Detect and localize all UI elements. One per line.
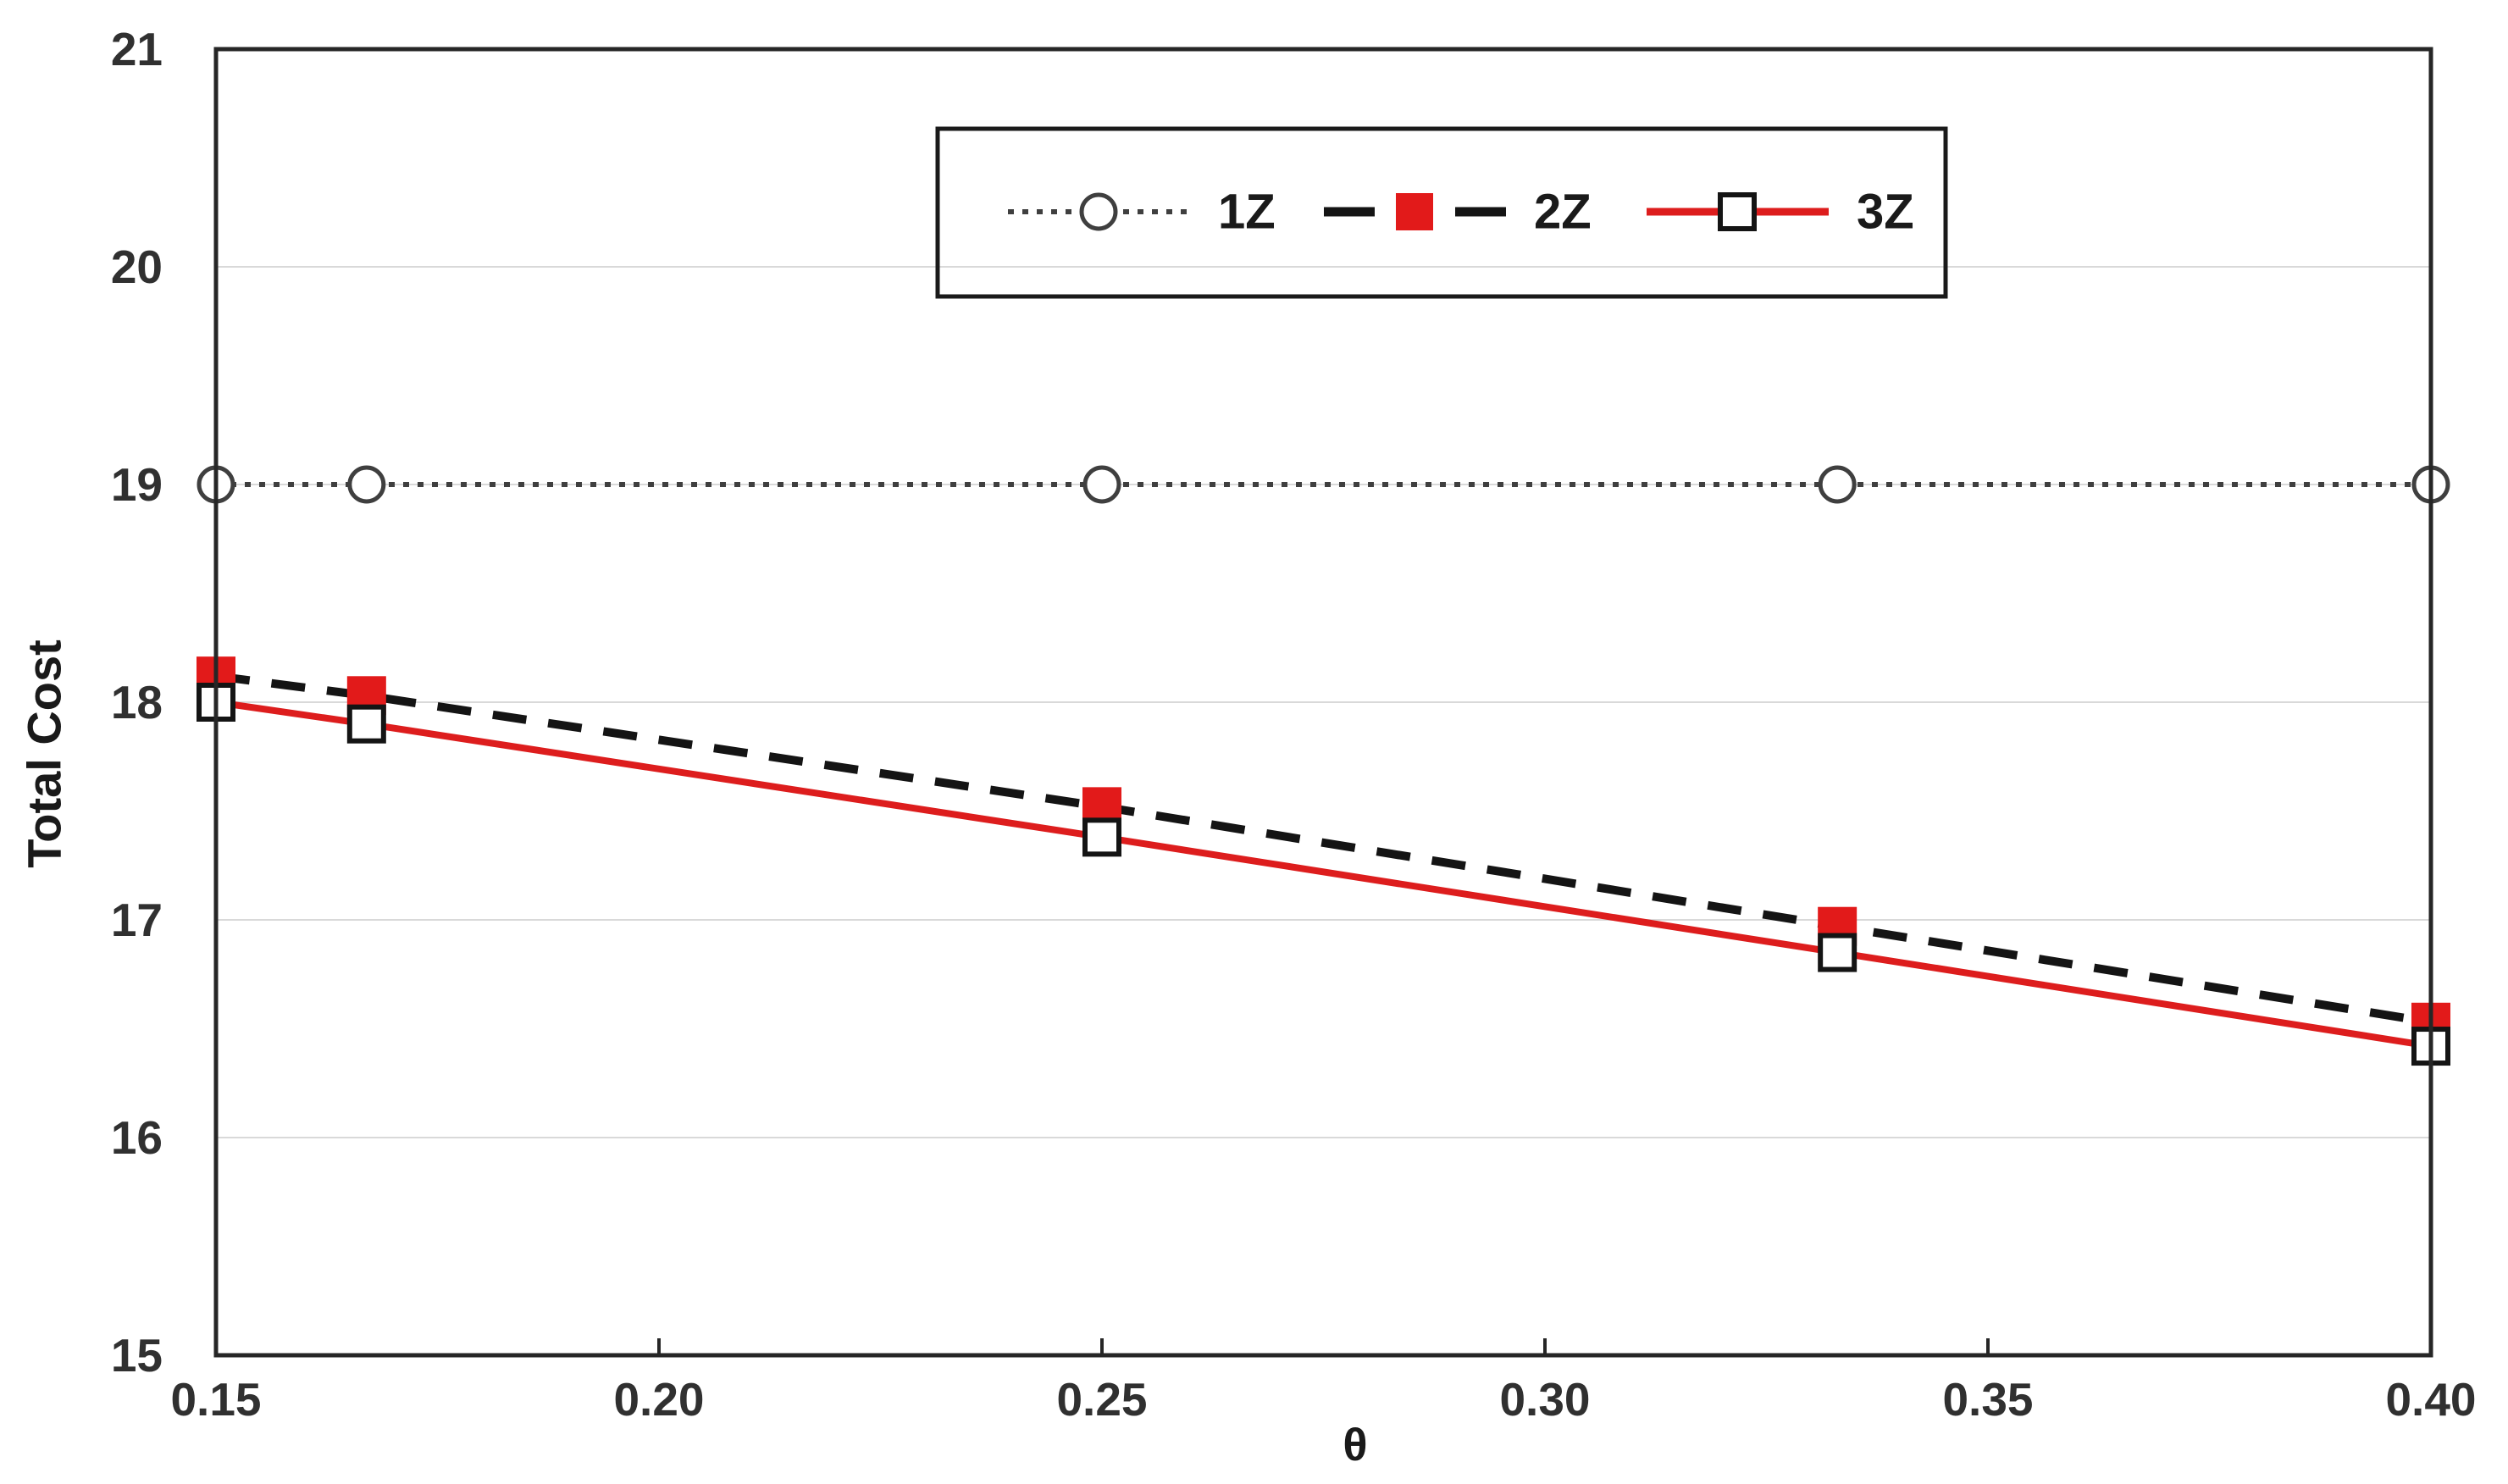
- y-tick-label: 20: [111, 241, 163, 293]
- legend-marker-1Z: [1079, 192, 1118, 231]
- x-tick-label: 0.30: [1499, 1373, 1590, 1426]
- data-point-marker-1Z: [1082, 465, 1121, 504]
- y-tick-label: 19: [111, 458, 163, 511]
- plot-frame: [213, 47, 2433, 1358]
- x-tick-label: 0.20: [613, 1373, 704, 1426]
- y-tick-label: 18: [111, 676, 163, 728]
- data-point-marker-3Z: [1818, 933, 1857, 972]
- legend-label-2Z: 2Z: [1534, 185, 1592, 240]
- legend-label-3Z: 3Z: [1857, 185, 1914, 240]
- legend-box: [935, 126, 1948, 299]
- series-line-3Z: [215, 699, 2432, 1050]
- y-axis-title: Total Cost: [17, 640, 71, 868]
- data-point-marker-1Z: [1818, 465, 1857, 504]
- x-tick-label: 0.15: [170, 1373, 261, 1426]
- y-tick-label: 17: [111, 894, 163, 946]
- x-tick-label: 0.35: [1942, 1373, 2033, 1426]
- x-tick-label: 0.40: [2385, 1373, 2476, 1426]
- data-point-marker-3Z: [1082, 817, 1121, 857]
- series-line-2Z: [215, 672, 2432, 1027]
- data-point-marker-3Z: [346, 704, 386, 744]
- y-tick-label: 15: [111, 1329, 163, 1382]
- x-axis-title: θ: [1343, 1420, 1368, 1470]
- legend-label-1Z: 1Z: [1218, 185, 1276, 240]
- legend-marker-3Z: [1718, 192, 1757, 231]
- x-tick-label: 0.25: [1056, 1373, 1147, 1426]
- y-tick-label: 21: [111, 23, 163, 75]
- legend-marker-2Z: [1396, 193, 1433, 230]
- y-tick-label: 16: [111, 1111, 163, 1164]
- data-point-marker-1Z: [347, 465, 386, 504]
